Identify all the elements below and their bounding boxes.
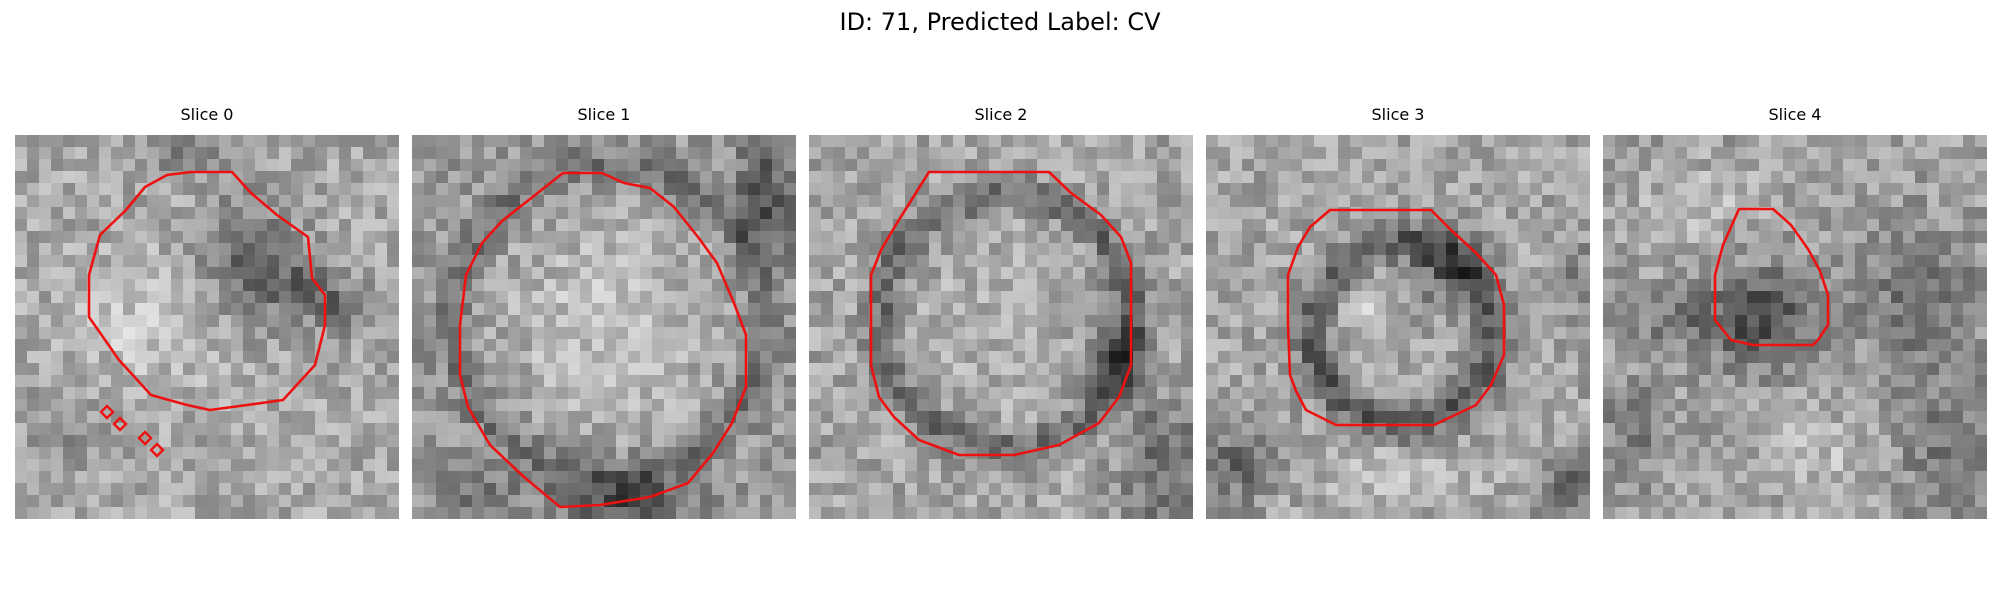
slice-panel-0: Slice 0 [15, 105, 399, 519]
slice-image [1603, 135, 1987, 519]
slice-pixels [1603, 135, 1987, 519]
contour-fragment-marker [99, 404, 115, 420]
slice-pixels [809, 135, 1193, 519]
segmentation-contour [1713, 207, 1830, 347]
figure-title: ID: 71, Predicted Label: CV [839, 8, 1161, 36]
slice-image [809, 135, 1193, 519]
segmentation-contour [458, 171, 748, 509]
slice-panel-1: Slice 1 [412, 105, 796, 519]
slice-panel-2: Slice 2 [809, 105, 1193, 519]
slice-title: Slice 3 [1371, 105, 1425, 124]
segmentation-contour [87, 170, 327, 412]
contour-fragment-marker [112, 416, 128, 432]
slice-title: Slice 0 [180, 105, 234, 124]
slice-image [412, 135, 796, 519]
slice-image [1206, 135, 1590, 519]
slice-title: Slice 2 [974, 105, 1028, 124]
segmentation-contour [869, 170, 1133, 457]
contour-fragment-marker [149, 442, 165, 458]
slice-panel-4: Slice 4 [1603, 105, 1987, 519]
segmentation-contour [1286, 208, 1506, 427]
contour-fragment-marker [137, 430, 153, 446]
slice-pixels [15, 135, 399, 519]
slice-pixels [412, 135, 796, 519]
slice-image [15, 135, 399, 519]
slice-title: Slice 1 [577, 105, 631, 124]
slice-pixels [1206, 135, 1590, 519]
slice-title: Slice 4 [1768, 105, 1822, 124]
slice-panel-3: Slice 3 [1206, 105, 1590, 519]
